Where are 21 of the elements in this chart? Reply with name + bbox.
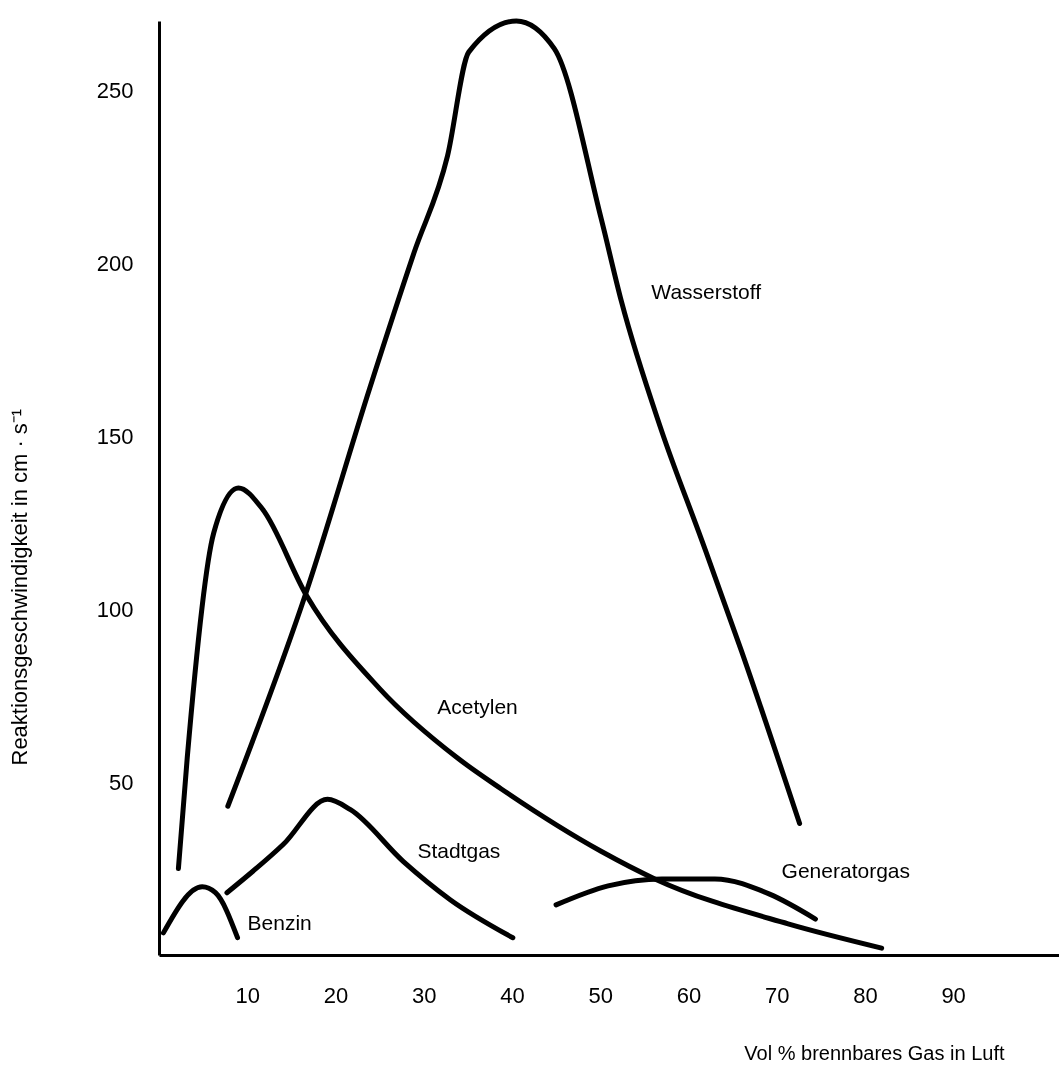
x-tick-label: 10 bbox=[235, 982, 260, 1008]
y-tick-label: 250 bbox=[96, 77, 134, 103]
x-tick-label: 90 bbox=[941, 982, 966, 1008]
y-tick-label: 200 bbox=[96, 250, 134, 276]
x-tick-label: 40 bbox=[500, 982, 525, 1008]
y-tick-label: 50 bbox=[109, 769, 134, 795]
x-tick-label: 70 bbox=[764, 982, 790, 1008]
y-tick-label: 100 bbox=[96, 596, 134, 622]
series-label: Benzin bbox=[247, 910, 312, 934]
y-tick-label: 150 bbox=[96, 423, 134, 449]
y-axis-title: Reaktionsgeschwindigkeit in cm · s⁻¹ bbox=[6, 408, 32, 766]
series-label: Stadtgas bbox=[417, 838, 501, 862]
x-tick-label: 30 bbox=[411, 982, 437, 1008]
series-label: Generatorgas bbox=[781, 859, 911, 883]
series-label: Wasserstoff bbox=[651, 280, 762, 304]
x-tick-label: 20 bbox=[323, 982, 349, 1008]
series-label: Acetylen bbox=[437, 694, 518, 718]
x-axis-title: Vol % brennbares Gas in Luft bbox=[744, 1041, 1005, 1064]
x-tick-label: 60 bbox=[676, 982, 702, 1008]
x-tick-label: 80 bbox=[853, 982, 878, 1008]
x-tick-label: 50 bbox=[588, 982, 613, 1008]
